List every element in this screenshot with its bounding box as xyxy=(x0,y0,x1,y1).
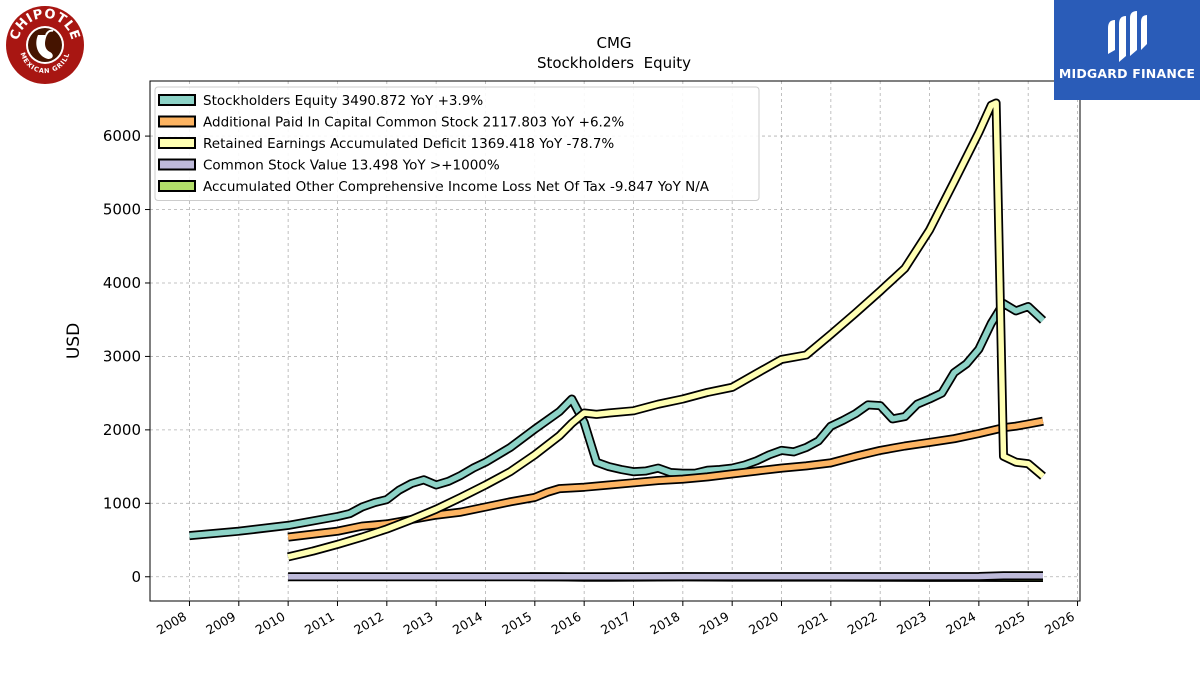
x-tick-label: 2010 xyxy=(253,609,288,638)
legend-swatch-common xyxy=(158,158,196,171)
y-tick-label: 2000 xyxy=(103,421,141,439)
x-tick-label: 2017 xyxy=(598,609,633,638)
series-equity-outline xyxy=(189,299,1047,541)
legend-label-common: Common Stock Value 13.498 YoY >+1000% xyxy=(203,158,500,174)
y-axis-label: USD xyxy=(64,323,84,359)
x-tick-label: 2018 xyxy=(647,609,682,638)
x-tick-label: 2008 xyxy=(154,609,189,638)
series-apic-line xyxy=(287,418,1044,540)
midgard-mark-icon xyxy=(1108,11,1147,62)
x-tick-label: 2026 xyxy=(1042,609,1077,638)
x-tick-label: 2012 xyxy=(351,609,386,638)
legend-label-retained: Retained Earnings Accumulated Deficit 13… xyxy=(203,136,614,152)
legend-label-apic: Additional Paid In Capital Common Stock … xyxy=(203,115,624,131)
legend-swatch-aoci xyxy=(158,180,196,192)
x-tick-label: 2020 xyxy=(746,609,781,638)
midgard-finance-logo: MIDGARD FINANCE xyxy=(1054,0,1200,100)
legend-swatch-apic xyxy=(158,115,196,128)
y-tick-label: 0 xyxy=(131,568,141,586)
series-retained-line xyxy=(287,100,1045,560)
legend-label-equity: Stockholders Equity 3490.872 YoY +3.9% xyxy=(203,93,483,109)
series-common-line xyxy=(288,573,1043,580)
y-tick-label: 3000 xyxy=(103,347,141,365)
chart-title: CMG xyxy=(596,34,631,52)
legend-label-aoci: Accumulated Other Comprehensive Income L… xyxy=(203,179,710,195)
y-tick-label: 5000 xyxy=(103,201,141,219)
x-tick-label: 2023 xyxy=(894,609,929,638)
y-tick-label: 4000 xyxy=(103,274,141,292)
x-tick-label: 2013 xyxy=(401,609,436,638)
y-tick-label: 1000 xyxy=(103,494,141,512)
chipotle-logo: CHIPOTLE MEXICAN GRILL xyxy=(4,4,86,86)
axes: 2008 2009 2010 2011 2012 2013 2014 2015 2016 2017… xyxy=(103,127,1079,638)
x-tick-label: 2024 xyxy=(943,609,978,638)
legend[interactable]: Stockholders Equity 3490.872 YoY +3.9% Ad… xyxy=(154,86,760,201)
series-lines xyxy=(189,98,1047,582)
x-tick-label: 2009 xyxy=(203,609,238,638)
legend-box xyxy=(154,86,760,201)
legend-swatch-equity xyxy=(158,94,196,106)
plot-frame xyxy=(149,80,1081,602)
x-tick-label: 2016 xyxy=(549,609,584,638)
x-tick-label: 2021 xyxy=(795,609,830,638)
midgard-finance-wordmark: MIDGARD FINANCE xyxy=(1058,66,1196,81)
x-tick-label: 2015 xyxy=(499,609,534,638)
x-tick-label: 2022 xyxy=(845,609,880,638)
x-tick-label: 2025 xyxy=(993,609,1028,638)
x-tick-label: 2014 xyxy=(450,609,485,638)
series-equity-line xyxy=(189,300,1045,539)
y-tick-label: 6000 xyxy=(103,127,141,145)
chart-subtitle: Stockholders Equity xyxy=(537,54,691,72)
x-tick-label: 2019 xyxy=(697,609,732,638)
x-tick-label: 2011 xyxy=(302,609,337,638)
legend-swatch-retained xyxy=(158,137,196,149)
